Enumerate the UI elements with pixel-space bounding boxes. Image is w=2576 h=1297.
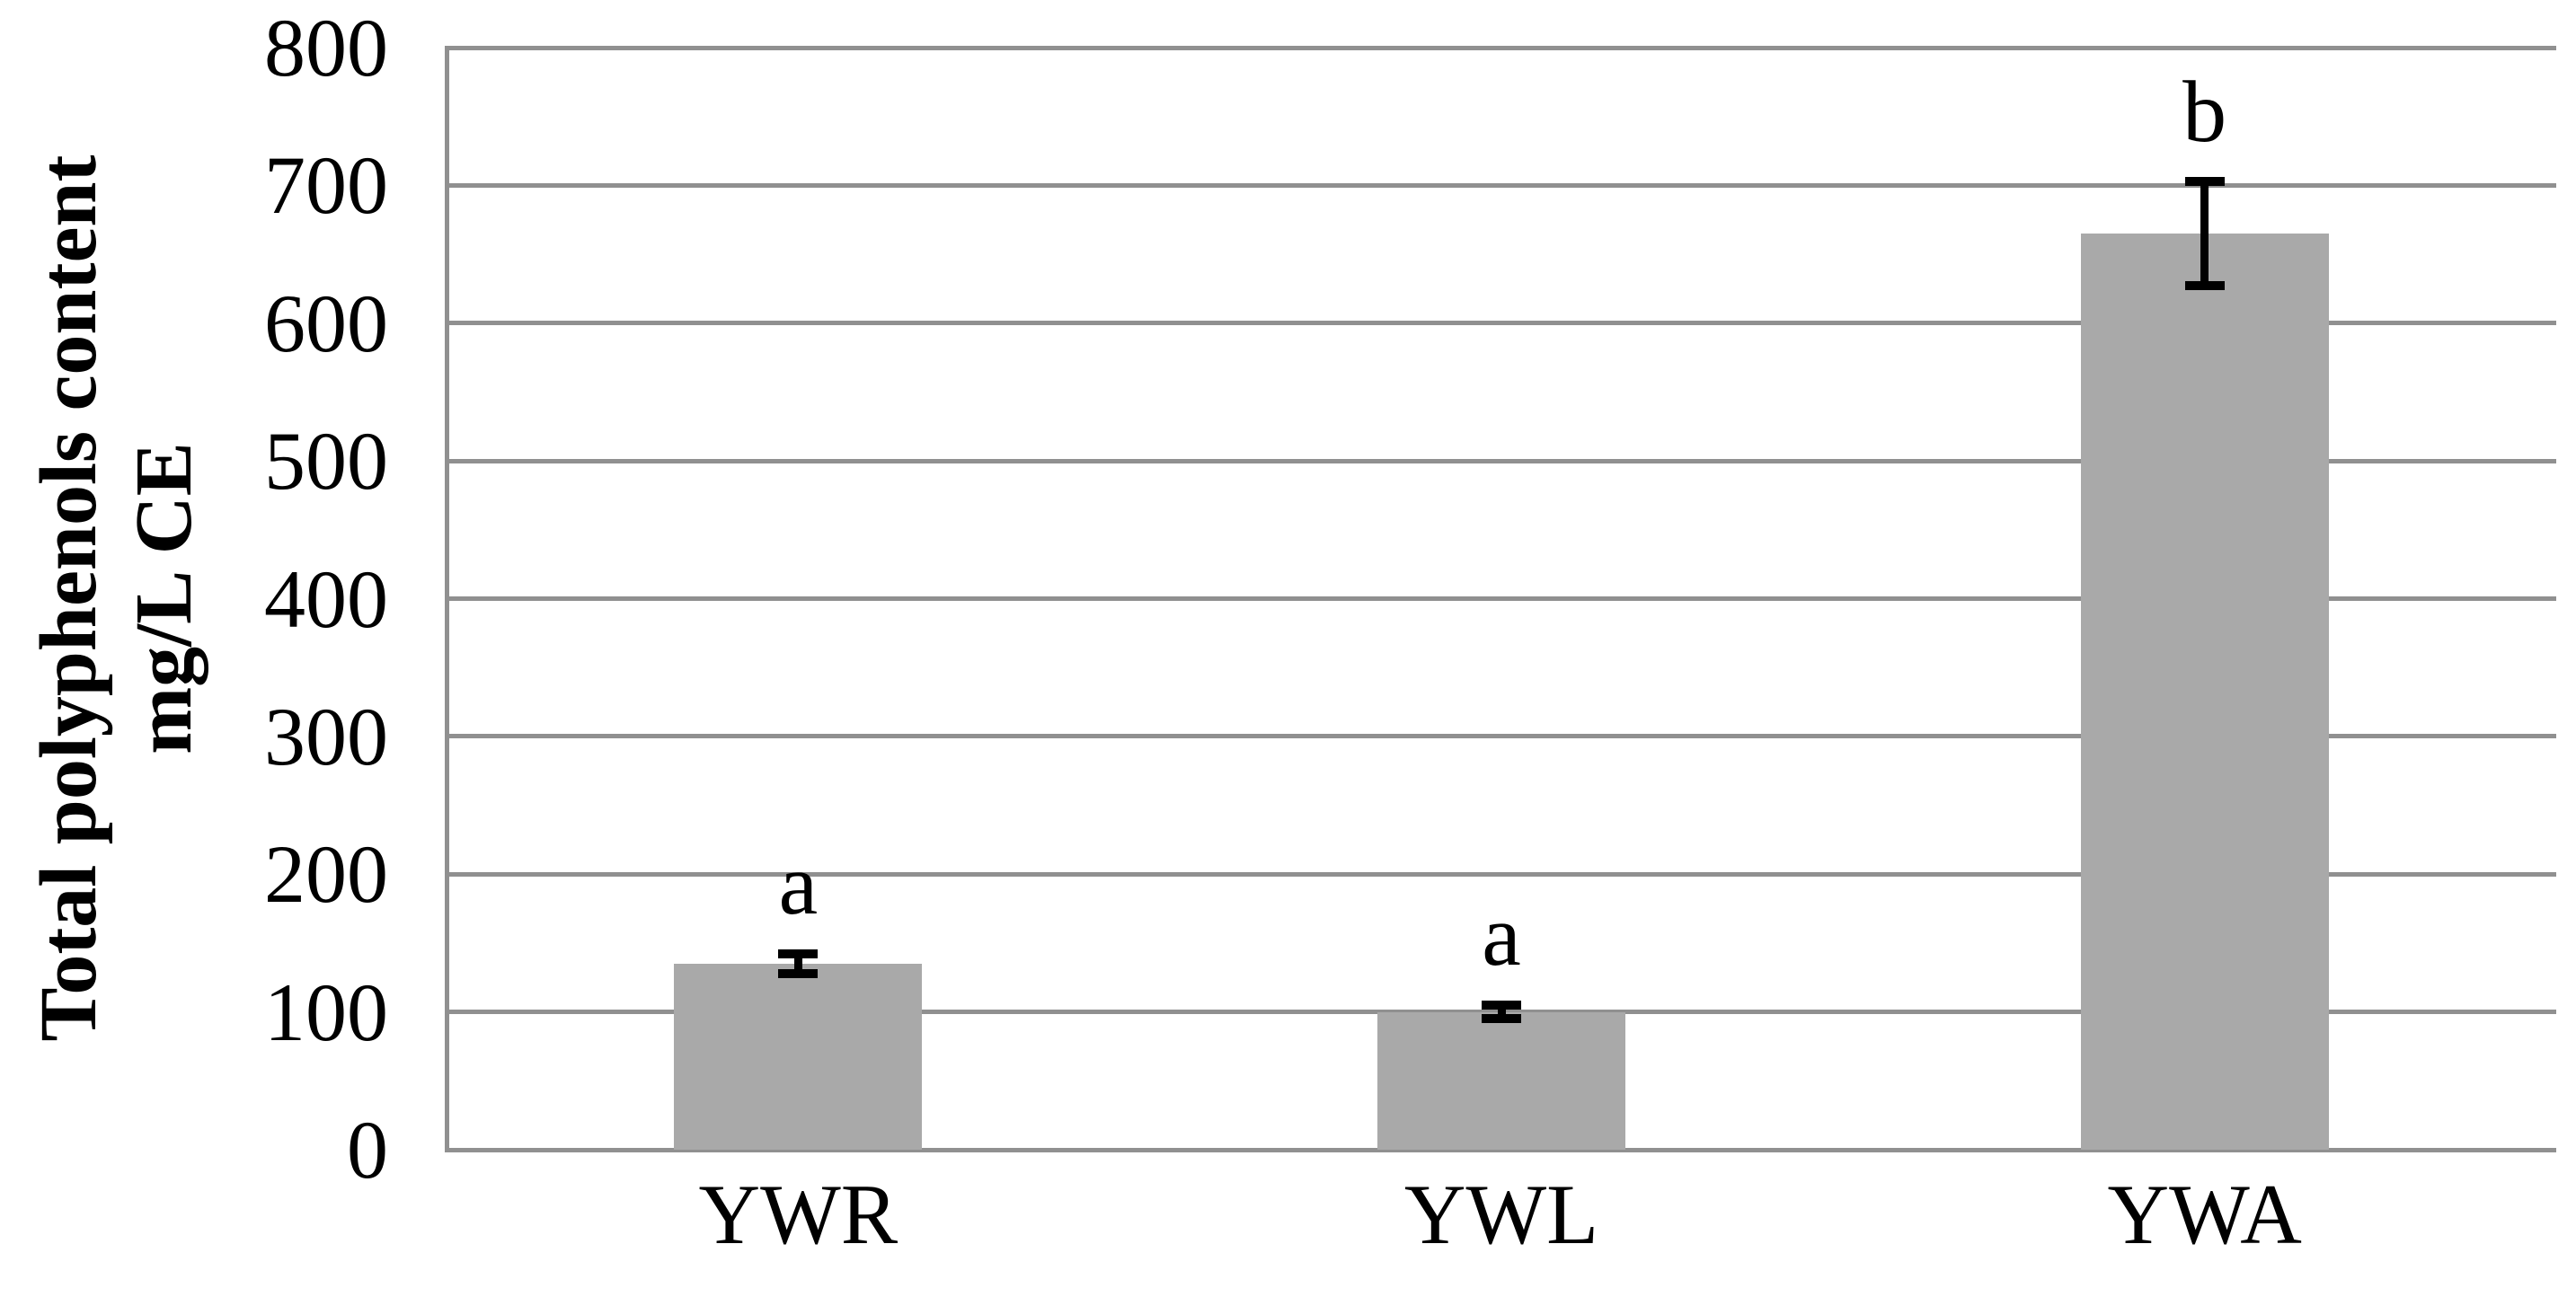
- gridline: [447, 734, 2556, 739]
- error-bar-cap-top-YWL: [1482, 1000, 1521, 1010]
- y-axis-tick-label: 800: [264, 2, 388, 93]
- y-axis-tick-label: 300: [264, 690, 388, 782]
- significance-letter-YWR: a: [778, 836, 819, 934]
- error-bar-line-YWL: [1497, 1004, 1506, 1019]
- y-axis-tick-label: 500: [264, 415, 388, 507]
- y-axis-tick-label: 0: [347, 1104, 388, 1196]
- significance-letter-YWL: a: [1482, 887, 1521, 984]
- bar-YWR: [674, 963, 923, 1150]
- x-axis-tick-label-YWL: YWL: [1403, 1167, 1599, 1262]
- gridline: [447, 45, 2556, 50]
- gridline: [447, 871, 2556, 877]
- error-bar-line-YWA: [2200, 181, 2209, 287]
- y-axis-line: [444, 45, 449, 1152]
- gridline: [447, 182, 2556, 188]
- error-bar-cap-top-YWR: [778, 949, 819, 959]
- y-axis-tick-label: 600: [264, 277, 388, 369]
- error-bar-line-YWR: [793, 954, 802, 974]
- bar-YWA: [2080, 234, 2329, 1150]
- x-axis-tick-label-YWA: YWA: [2107, 1167, 2302, 1262]
- y-axis-tick-label: 400: [264, 552, 388, 645]
- significance-letter-YWA: b: [2182, 63, 2227, 161]
- x-axis-tick-label-YWR: YWR: [698, 1167, 899, 1262]
- error-bar-cap-bottom-YWR: [778, 968, 819, 978]
- bar-YWL: [1377, 1011, 1625, 1150]
- error-bar-cap-bottom-YWA: [2184, 281, 2225, 291]
- y-axis-tick-label: 700: [264, 139, 388, 232]
- x-axis-line: [447, 1147, 2556, 1152]
- gridline: [447, 458, 2556, 463]
- y-axis-tick-label: 100: [264, 966, 388, 1058]
- gridline: [447, 596, 2556, 601]
- error-bar-cap-bottom-YWL: [1482, 1014, 1521, 1024]
- y-axis-tick-label: 200: [264, 828, 388, 921]
- error-bar-cap-top-YWA: [2184, 176, 2225, 186]
- gridline: [447, 321, 2556, 326]
